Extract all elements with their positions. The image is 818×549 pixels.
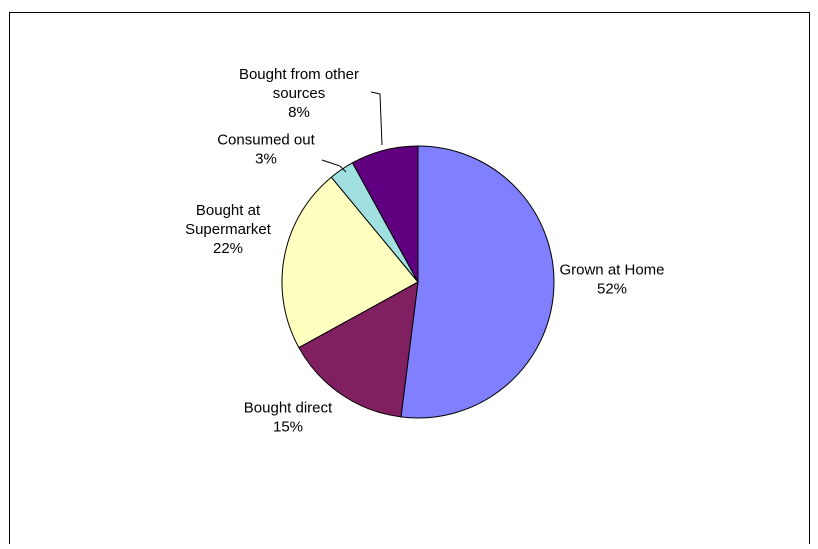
slice-percent: 3% <box>255 151 277 168</box>
pie-slice-bought-from-other-sources <box>351 145 419 283</box>
leader-line-consumed-out <box>321 159 347 173</box>
slice-label-bought-from-other-sources: Bought from other sources 8% <box>239 66 359 121</box>
slice-label-bought-at-supermarket: Bought at Supermarket 22% <box>185 202 272 257</box>
leader-lines <box>321 91 383 173</box>
slice-percent: 8% <box>288 104 310 121</box>
slice-name-line: Bought from other <box>239 66 359 83</box>
slice-label-consumed-out: Consumed out 3% <box>217 132 315 168</box>
slice-percent: 15% <box>273 419 303 436</box>
slice-labels: Grown at Home 52% Bought direct 15% Bought a… <box>185 66 664 436</box>
slice-label-bought-direct: Bought direct 15% <box>244 400 333 436</box>
slice-percent: 22% <box>213 240 243 257</box>
slice-name-line: sources <box>273 85 326 102</box>
slice-name-line: Consumed out <box>217 132 315 149</box>
slice-percent: 52% <box>597 281 627 298</box>
pie-slice-grown-at-home <box>400 145 555 419</box>
slice-name-line: Supermarket <box>185 221 272 238</box>
slice-name-line: Bought direct <box>244 400 333 417</box>
leader-line-bought-from-other-sources <box>370 91 383 146</box>
pie-slice-bought-at-supermarket <box>281 176 419 349</box>
slice-label-grown-at-home: Grown at Home 52% <box>559 262 664 298</box>
slice-name-line: Grown at Home <box>559 262 664 279</box>
pie-slices <box>281 145 555 419</box>
pie-slice-bought-direct <box>298 281 419 418</box>
slice-name-line: Bought at <box>196 202 261 219</box>
